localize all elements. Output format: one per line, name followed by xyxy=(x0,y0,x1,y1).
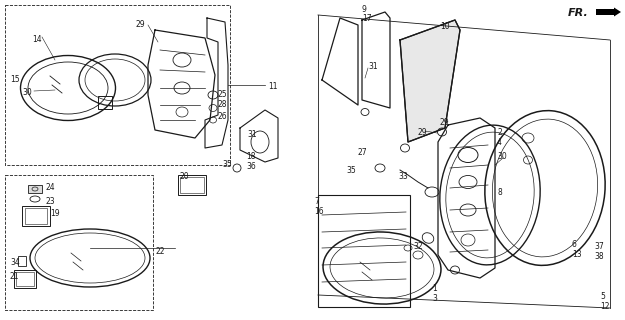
Text: 1: 1 xyxy=(432,284,437,293)
Text: 28: 28 xyxy=(218,100,227,109)
Bar xyxy=(5,5,230,165)
Text: 29: 29 xyxy=(440,118,449,127)
Text: 10: 10 xyxy=(440,22,449,31)
Text: FR.: FR. xyxy=(568,8,589,18)
Text: 2: 2 xyxy=(497,128,502,137)
Text: 38: 38 xyxy=(594,252,604,261)
Text: 14: 14 xyxy=(32,35,42,44)
Text: 21: 21 xyxy=(10,272,19,281)
Bar xyxy=(5,175,153,310)
Bar xyxy=(14,270,36,288)
Text: 3: 3 xyxy=(432,294,437,303)
Text: 27: 27 xyxy=(358,148,367,157)
Bar xyxy=(318,195,410,307)
Text: 6: 6 xyxy=(572,240,577,249)
Text: 8: 8 xyxy=(497,188,502,197)
Text: 20: 20 xyxy=(180,172,189,181)
Text: 30: 30 xyxy=(22,88,32,97)
Text: 26: 26 xyxy=(218,112,227,121)
Text: 31: 31 xyxy=(247,130,257,139)
Text: 4: 4 xyxy=(497,138,502,147)
Polygon shape xyxy=(400,20,460,142)
Text: 37: 37 xyxy=(594,242,604,251)
Text: 33: 33 xyxy=(398,172,408,181)
Bar xyxy=(16,272,34,286)
Text: 17: 17 xyxy=(362,14,372,23)
FancyArrow shape xyxy=(596,7,621,17)
Bar xyxy=(25,208,47,224)
Text: 35: 35 xyxy=(346,166,356,175)
Text: 29: 29 xyxy=(418,128,428,137)
Text: 22: 22 xyxy=(155,247,164,256)
Text: 19: 19 xyxy=(50,209,59,218)
Text: 36: 36 xyxy=(246,162,256,171)
Text: 32: 32 xyxy=(413,242,422,251)
Text: 30: 30 xyxy=(497,152,507,161)
Text: 35: 35 xyxy=(222,160,232,169)
Bar xyxy=(178,175,206,195)
Text: 23: 23 xyxy=(45,197,54,206)
Text: 16: 16 xyxy=(314,207,324,216)
Text: 34: 34 xyxy=(10,258,20,267)
Text: 13: 13 xyxy=(572,250,582,259)
Text: 31: 31 xyxy=(368,62,378,71)
Text: 15: 15 xyxy=(10,75,19,84)
Text: 7: 7 xyxy=(314,197,319,206)
Bar xyxy=(28,185,42,193)
Text: 24: 24 xyxy=(45,183,54,192)
Bar xyxy=(180,177,204,193)
Text: 25: 25 xyxy=(218,90,227,99)
Text: 18: 18 xyxy=(246,152,256,161)
Text: 29: 29 xyxy=(135,20,144,29)
Bar xyxy=(98,96,112,109)
Text: 12: 12 xyxy=(600,302,609,311)
Text: 11: 11 xyxy=(268,82,278,91)
Text: 9: 9 xyxy=(362,5,367,14)
Bar xyxy=(18,256,26,266)
Bar xyxy=(22,206,50,226)
Text: 5: 5 xyxy=(600,292,605,301)
